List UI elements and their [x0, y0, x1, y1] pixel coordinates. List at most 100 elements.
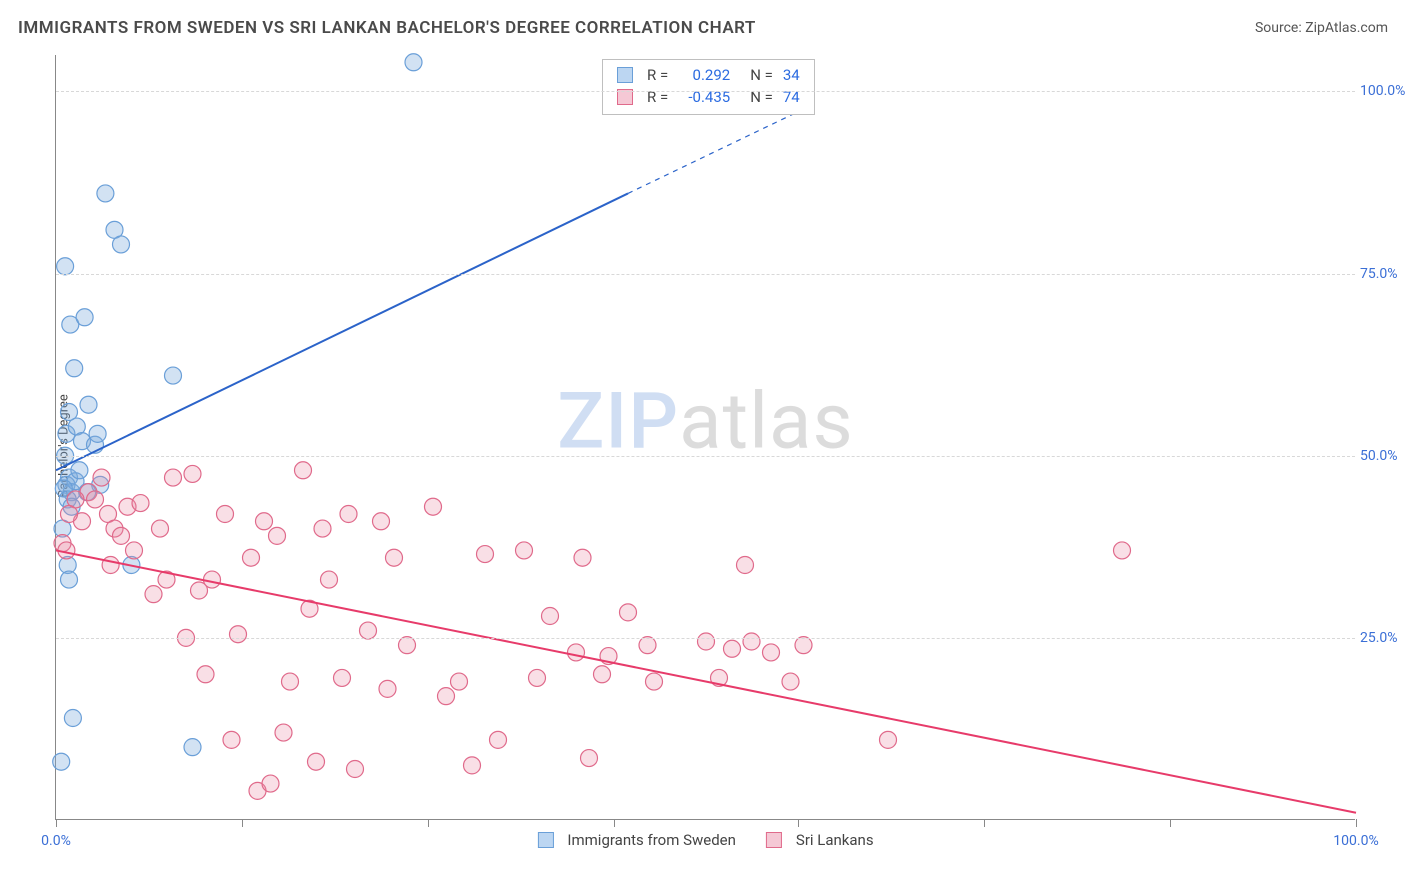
stats-row: R =-0.435N =74	[617, 86, 800, 108]
data-point	[132, 495, 149, 512]
data-point	[737, 557, 754, 574]
data-point	[347, 761, 364, 778]
plot-area: ZIPatlas R =0.292N =34R =-0.435N =74 Imm…	[55, 55, 1355, 820]
data-point	[97, 185, 114, 202]
trend-line-dashed	[628, 106, 810, 193]
data-point	[64, 710, 81, 727]
data-point	[574, 549, 591, 566]
x-tick	[614, 819, 615, 827]
bottom-legend: Immigrants from Sweden Sri Lankans	[537, 831, 873, 849]
data-point	[373, 513, 390, 530]
data-point	[61, 506, 78, 523]
data-point	[308, 753, 325, 770]
data-point	[360, 622, 377, 639]
data-point	[438, 688, 455, 705]
grid-line	[56, 456, 1355, 457]
series-swatch	[617, 67, 633, 83]
data-point	[93, 469, 110, 486]
data-point	[639, 637, 656, 654]
stat-r-value: 0.292	[674, 66, 730, 84]
data-point	[243, 549, 260, 566]
data-point	[477, 546, 494, 563]
data-point	[275, 724, 292, 741]
data-point	[61, 404, 78, 421]
y-tick-label: 100.0%	[1360, 83, 1406, 99]
data-point	[795, 637, 812, 654]
legend-item: Sri Lankans	[766, 831, 874, 849]
data-point	[113, 236, 130, 253]
data-point	[568, 644, 585, 661]
data-point	[314, 520, 331, 537]
data-point	[113, 527, 130, 544]
data-point	[269, 527, 286, 544]
x-tick	[56, 819, 57, 827]
data-point	[1114, 542, 1131, 559]
data-point	[516, 542, 533, 559]
data-point	[581, 750, 598, 767]
data-point	[620, 604, 637, 621]
data-point	[165, 469, 182, 486]
data-point	[782, 673, 799, 690]
chart-header: IMMIGRANTS FROM SWEDEN VS SRI LANKAN BAC…	[18, 18, 1388, 38]
x-tick	[428, 819, 429, 827]
data-point	[80, 396, 97, 413]
legend-label: Immigrants from Sweden	[567, 831, 735, 849]
y-tick-label: 75.0%	[1360, 266, 1406, 282]
data-point	[379, 680, 396, 697]
y-tick-label: 25.0%	[1360, 630, 1406, 646]
grid-line	[56, 274, 1355, 275]
data-point	[542, 608, 559, 625]
x-tick	[242, 819, 243, 827]
data-point	[145, 586, 162, 603]
series-swatch	[766, 832, 782, 848]
grid-line	[56, 91, 1355, 92]
x-tick	[984, 819, 985, 827]
x-tick-label: 0.0%	[41, 833, 71, 849]
stats-row: R = 0.292 N = 34	[617, 64, 800, 86]
data-point	[87, 491, 104, 508]
data-point	[405, 54, 422, 71]
data-point	[197, 666, 214, 683]
data-point	[321, 571, 338, 588]
data-point	[295, 462, 312, 479]
grid-line	[56, 638, 1355, 639]
stat-n-value: 34	[783, 66, 800, 84]
data-point	[490, 731, 507, 748]
data-point	[230, 626, 247, 643]
data-point	[743, 633, 760, 650]
data-point	[217, 506, 234, 523]
data-point	[282, 673, 299, 690]
data-point	[57, 258, 74, 275]
data-point	[165, 367, 182, 384]
data-point	[89, 425, 106, 442]
legend-item: Immigrants from Sweden	[537, 831, 735, 849]
data-point	[340, 506, 357, 523]
data-point	[76, 309, 93, 326]
stat-n-label: N =	[750, 66, 773, 84]
correlation-stats-box: R = 0.292 N = 34 R =-0.435N =74	[602, 59, 815, 115]
x-tick	[798, 819, 799, 827]
x-tick-label: 100.0%	[1333, 833, 1378, 849]
series-swatch	[537, 832, 553, 848]
y-tick-label: 50.0%	[1360, 448, 1406, 464]
data-point	[152, 520, 169, 537]
legend-label: Sri Lankans	[796, 831, 874, 849]
data-point	[594, 666, 611, 683]
data-point	[184, 465, 201, 482]
data-point	[66, 360, 83, 377]
data-point	[724, 640, 741, 657]
data-point	[529, 669, 546, 686]
data-point	[61, 571, 78, 588]
data-point	[223, 731, 240, 748]
data-point	[334, 669, 351, 686]
stat-r-label: R =	[647, 66, 668, 84]
data-point	[71, 462, 88, 479]
data-point	[184, 739, 201, 756]
chart-title: IMMIGRANTS FROM SWEDEN VS SRI LANKAN BAC…	[18, 18, 756, 38]
chart-svg	[56, 55, 1355, 819]
data-point	[880, 731, 897, 748]
x-tick	[1356, 819, 1357, 827]
data-point	[102, 557, 119, 574]
data-point	[386, 549, 403, 566]
data-point	[262, 775, 279, 792]
